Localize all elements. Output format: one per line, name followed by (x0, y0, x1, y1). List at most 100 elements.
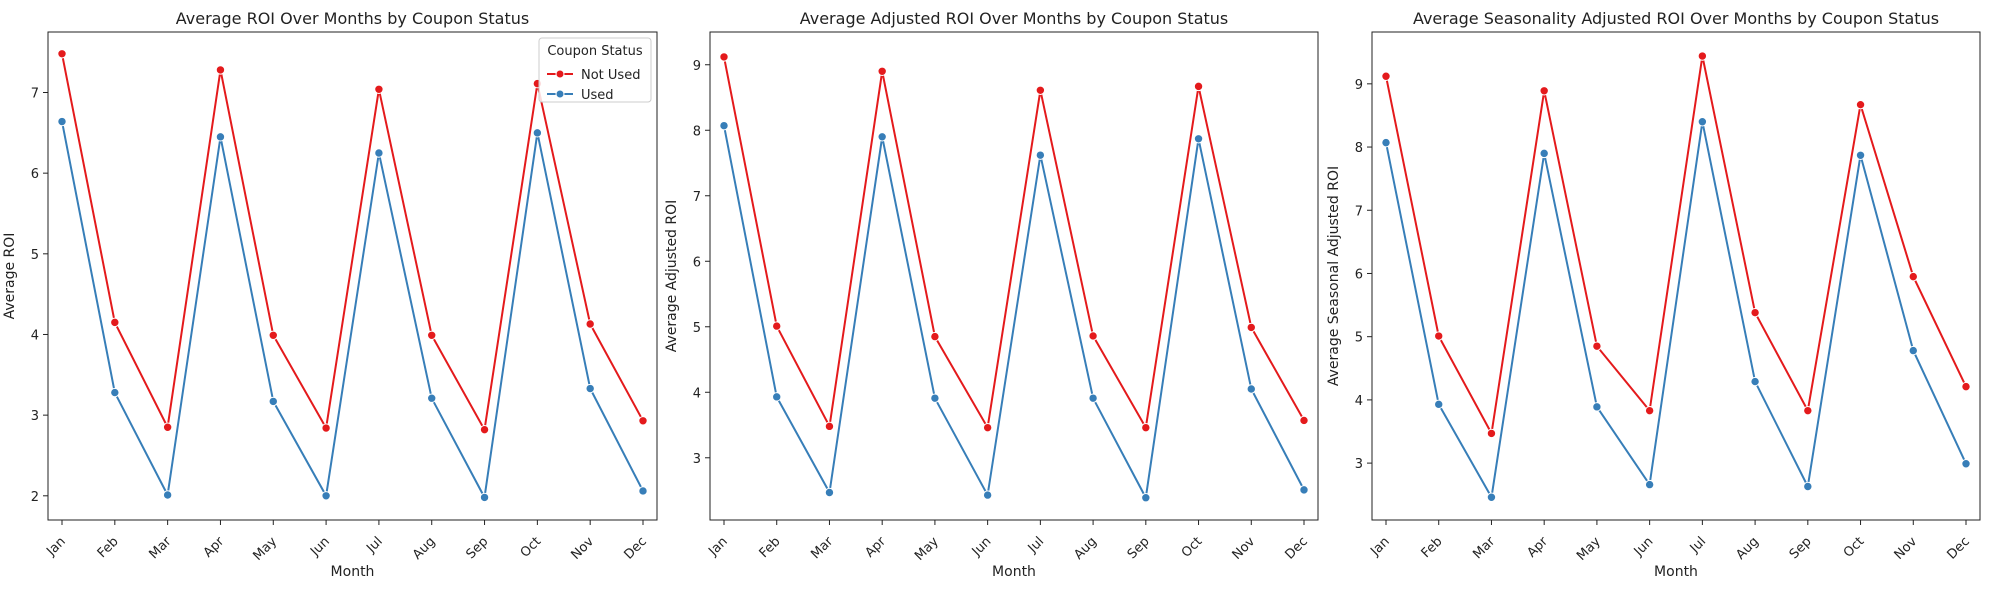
x-tick-label: Apr (201, 534, 228, 561)
data-point (772, 321, 782, 331)
y-tick-label: 9 (693, 59, 701, 74)
series-not-used (719, 52, 1309, 433)
y-tick-label: 2 (31, 490, 39, 505)
x-tick-label: Jun (1631, 534, 1657, 560)
data-point (1592, 402, 1602, 412)
x-tick-label: Sep (1125, 534, 1153, 562)
data-point (479, 492, 490, 503)
y-tick-label: 5 (693, 321, 701, 336)
x-tick-label: Nov (1892, 534, 1921, 563)
x-tick-label: Feb (1419, 534, 1446, 561)
data-point (1299, 415, 1309, 426)
data-point (1486, 428, 1497, 439)
data-point (1486, 492, 1497, 502)
legend-entry: Used (581, 88, 614, 103)
data-point (1088, 331, 1098, 341)
x-tick-label: May (1574, 534, 1604, 564)
data-point (162, 422, 173, 432)
x-tick-label: Apr (862, 534, 889, 561)
x-tick-label: Nov (568, 534, 597, 563)
series-line (1385, 55, 1967, 437)
x-tick-label: Feb (95, 534, 122, 561)
x-tick-label: Jan (705, 534, 730, 559)
data-point (1803, 481, 1813, 492)
data-point (930, 393, 940, 403)
y-tick-label: 6 (1355, 267, 1363, 282)
y-tick-label: 6 (693, 255, 701, 270)
data-point (1193, 81, 1204, 92)
series-line (723, 56, 1305, 431)
x-tick-label: Jun (969, 534, 995, 560)
data-point (1908, 345, 1918, 356)
data-point (110, 387, 120, 398)
x-tick-label: Mar (1470, 534, 1498, 562)
x-tick-label: Sep (1787, 534, 1815, 562)
data-point (110, 317, 120, 328)
y-axis-label: Average Seasonal Adjusted ROI (1326, 166, 1342, 386)
series-not-used (57, 49, 648, 435)
y-tick-label: 5 (1355, 331, 1363, 346)
data-point (877, 132, 887, 142)
data-point (268, 396, 278, 407)
chart-title: Average Adjusted ROI Over Months by Coup… (800, 9, 1229, 28)
y-tick-label: 9 (1355, 78, 1363, 93)
data-point (1750, 307, 1760, 318)
x-tick-label: Nov (1230, 534, 1259, 563)
data-point (824, 487, 835, 498)
data-point (1803, 405, 1813, 416)
x-axis-label: Month (331, 564, 375, 580)
x-tick-label: Jan (1367, 534, 1392, 559)
plot-area (1371, 31, 1981, 521)
data-point (1035, 85, 1046, 95)
series-line (1385, 121, 1967, 501)
x-tick-label: Aug (410, 534, 439, 563)
x-tick-label: May (250, 534, 280, 564)
data-point (719, 120, 729, 131)
plot-area (47, 31, 658, 521)
data-point (982, 490, 993, 500)
data-point (1381, 137, 1391, 148)
y-tick-label: 8 (1355, 141, 1363, 156)
data-point (427, 393, 437, 403)
data-point (479, 424, 490, 435)
legend-title: Coupon Status (547, 44, 642, 59)
series-used (57, 116, 648, 503)
y-tick-label: 4 (693, 386, 701, 401)
data-point (1088, 393, 1098, 403)
x-tick-label: Oct (518, 534, 545, 561)
x-tick-label: Dec (1282, 534, 1310, 562)
data-point (57, 116, 67, 127)
data-point (638, 416, 648, 426)
y-axis-label: Average ROI (2, 233, 18, 320)
data-point (1141, 422, 1151, 433)
data-point (1908, 271, 1918, 282)
x-tick-label: May (912, 534, 942, 564)
x-tick-label: Apr (1524, 534, 1551, 561)
chart-panel-2: Average Adjusted ROI Over Months by Coup… (664, 9, 1319, 580)
data-point (1381, 71, 1391, 81)
x-tick-label: Aug (1733, 534, 1762, 563)
legend-entry: Not Used (581, 68, 640, 83)
data-point (982, 422, 993, 433)
data-point (1855, 99, 1866, 110)
legend-marker (555, 89, 565, 99)
data-point (1141, 493, 1151, 503)
series-line (61, 53, 644, 433)
plot-area (709, 31, 1319, 521)
data-point (877, 66, 887, 77)
legend-box (538, 37, 652, 103)
x-tick-label: Sep (463, 534, 491, 562)
x-tick-label: Aug (1071, 534, 1100, 563)
y-tick-label: 7 (31, 86, 39, 101)
series-used (719, 120, 1309, 503)
data-point (57, 49, 67, 59)
y-tick-label: 3 (693, 452, 701, 467)
data-point (638, 486, 648, 496)
data-point (719, 52, 729, 62)
x-tick-label: Jul (1687, 534, 1709, 556)
y-axis-label: Average Adjusted ROI (664, 200, 680, 353)
y-tick-label: 4 (1355, 394, 1363, 409)
data-point (1539, 148, 1549, 159)
x-axis-label: Month (1654, 564, 1698, 580)
data-point (772, 392, 782, 402)
